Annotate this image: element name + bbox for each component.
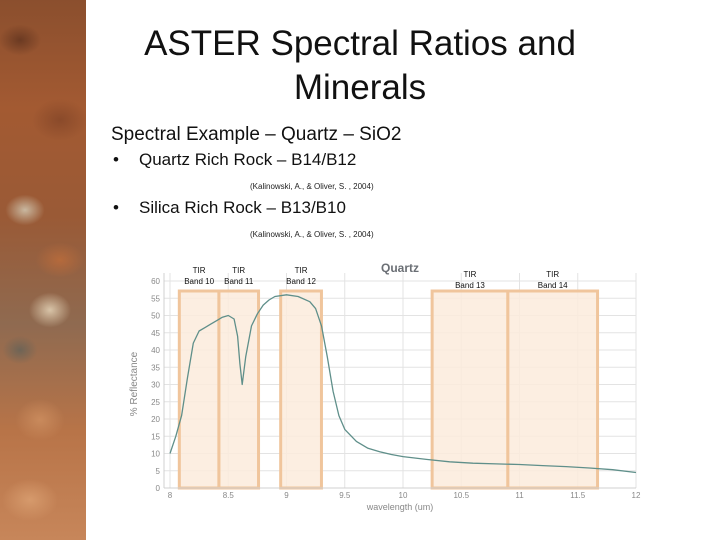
band-box-11 (217, 289, 261, 490)
band-box-12 (279, 289, 323, 490)
band-box-14 (506, 289, 600, 490)
subtitle: Spectral Example – Quartz – SiO2 (111, 124, 402, 145)
y-axis-label: % Reflectance (129, 351, 140, 416)
citation: (Kalinowski, A., & Oliver, S. , 2004) (250, 230, 374, 239)
band-label-tir: TIR (546, 270, 559, 279)
bullet-icon: • (113, 198, 119, 217)
x-tick-label: 10 (399, 491, 408, 500)
y-tick-label: 0 (156, 484, 161, 493)
y-tick-label: 50 (151, 312, 160, 321)
band-label-tir: TIR (295, 266, 308, 275)
x-tick-label: 10.5 (453, 491, 469, 500)
y-tick-label: 10 (151, 450, 160, 459)
x-tick-label: 12 (632, 491, 641, 500)
band-label-number: Band 11 (224, 277, 254, 286)
y-tick-label: 25 (151, 398, 160, 407)
citation: (Kalinowski, A., & Oliver, S. , 2004) (250, 182, 374, 191)
band-label-tir: TIR (232, 266, 245, 275)
x-axis-label: wavelength (um) (366, 502, 434, 512)
x-tick-label: 8 (168, 491, 173, 500)
bullet-label: Silica Rich Rock – B13/B10 (139, 198, 346, 217)
x-tick-label: 9 (284, 491, 289, 500)
band-box-13 (430, 289, 510, 490)
x-tick-label: 8.5 (223, 491, 235, 500)
y-tick-label: 35 (151, 363, 160, 372)
series-line (169, 294, 637, 474)
y-tick-label: 20 (151, 415, 160, 424)
y-tick-label: 55 (151, 294, 160, 303)
title-line-1: ASTER Spectral Ratios and (144, 24, 576, 63)
reflectance-curve (169, 294, 637, 474)
band-label-number: Band 10 (184, 277, 214, 286)
rock-background-image (0, 0, 86, 540)
band-label-tir: TIR (464, 270, 477, 279)
band-label-tir: TIR (193, 266, 206, 275)
y-tick-label: 5 (156, 467, 161, 476)
band-label-number: Band 13 (455, 281, 485, 290)
bullet-label: Quartz Rich Rock – B14/B12 (139, 150, 357, 169)
y-tick-label: 30 (151, 381, 160, 390)
y-tick-label: 60 (151, 277, 160, 286)
band-label-number: Band 14 (538, 281, 568, 290)
y-tick-label: 40 (151, 346, 160, 355)
slide-title: ASTER Spectral Ratios and Minerals (130, 22, 590, 110)
band-label-number: Band 12 (286, 277, 316, 286)
tir-band-boxes: TIR Band 10 TIR Band 11 TIR Band 12 TIR Band 13… (177, 266, 600, 490)
bullet-icon: • (113, 150, 119, 169)
x-tick-label: 9.5 (339, 491, 351, 500)
x-tick-label: 11 (515, 491, 524, 500)
chart-title: Quartz (381, 261, 419, 275)
chart-axes: 0 5 10 15 20 25 30 35 40 45 50 55 60 8 8.5 9 9.5 10 10.5 11… (151, 273, 641, 500)
x-tick-label: 11.5 (570, 491, 586, 500)
title-line-2: Minerals (293, 68, 427, 107)
y-tick-label: 15 (151, 432, 160, 441)
y-tick-label: 45 (151, 329, 160, 338)
